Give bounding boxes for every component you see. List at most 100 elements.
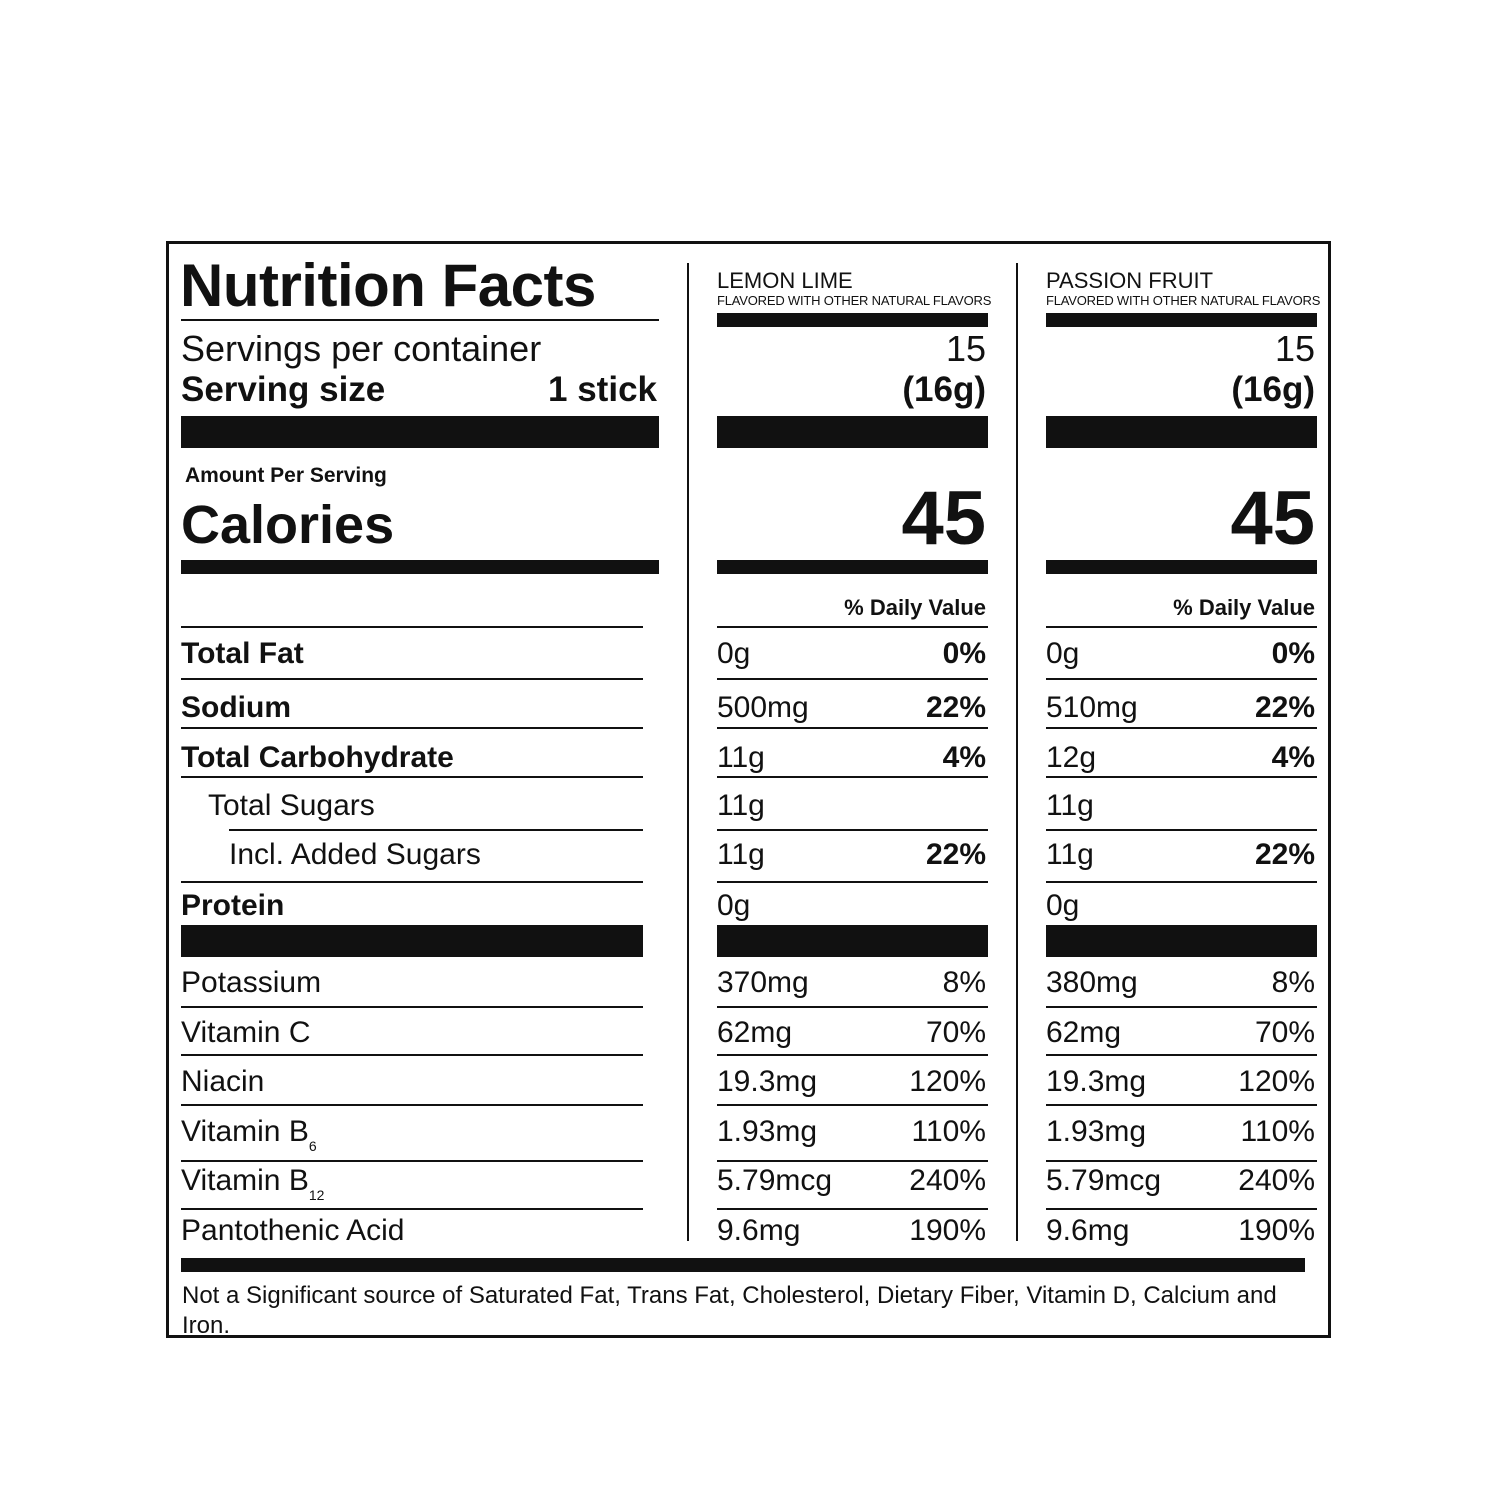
vitamin-amount: 62mg: [1046, 1016, 1122, 1049]
serving-size-label: Serving size: [181, 370, 386, 409]
vitamin-daily-value: 110%: [911, 1115, 986, 1148]
flavor-name: PASSION FRUIT: [1046, 268, 1214, 293]
nutrient-amount: 0g: [717, 637, 751, 670]
nutrient-amount: 12g: [1046, 741, 1097, 774]
row-rule: [181, 678, 643, 680]
vitamin-amount: 62mg: [717, 1016, 793, 1049]
servings-label: Servings per container: [181, 328, 542, 369]
row-rule: [717, 1208, 988, 1210]
daily-value-header: % Daily Value: [844, 595, 986, 620]
flavor-note: FLAVORED WITH OTHER NATURAL FLAVORS: [1046, 293, 1321, 308]
nutrient-label: Total Fat: [181, 637, 304, 670]
nutrient-daily-value: 22%: [925, 691, 986, 724]
vitamin-daily-value: 70%: [1254, 1016, 1315, 1049]
vitamin-daily-value: 190%: [1238, 1214, 1315, 1247]
flavor-note: FLAVORED WITH OTHER NATURAL FLAVORS: [717, 293, 992, 308]
nutrient-daily-value: 22%: [1254, 691, 1315, 724]
servings-value: 15: [1274, 328, 1315, 369]
vitamin-amount: 5.79mcg: [1046, 1164, 1162, 1197]
nutrition-facts-panel: [166, 241, 1331, 1338]
vitamins-thick-bar: [1046, 925, 1317, 957]
vitamin-daily-value: 240%: [909, 1164, 986, 1197]
vitamin-label: Niacin: [181, 1067, 264, 1097]
row-rule: [181, 727, 643, 729]
nutrient-amount: 11g: [717, 838, 765, 871]
vitamin-amount: 370mg: [717, 966, 809, 999]
vitamin-amount: 380mg: [1046, 966, 1138, 999]
row-rule: [1046, 1006, 1317, 1008]
nutrient-daily-value: 0%: [942, 637, 986, 670]
serving-thick-bar: [181, 416, 659, 448]
calories-thick-bar: [1046, 560, 1317, 574]
row-rule: [1046, 881, 1317, 883]
nutrient-daily-value: 22%: [1254, 838, 1315, 871]
vitamin-label: Vitamin C: [181, 1018, 311, 1048]
row-rule: [717, 1006, 988, 1008]
row-rule: [1046, 1160, 1317, 1162]
row-rule: [1046, 678, 1317, 680]
serving-thick-bar: [1046, 416, 1317, 448]
nutrient-amount: 0g: [717, 889, 751, 922]
vitamin-subscript: 6: [308, 1138, 317, 1154]
vitamin-daily-value: 8%: [1271, 966, 1315, 999]
vitamin-label: Pantothenic Acid: [181, 1216, 405, 1246]
calories-label: Calories: [181, 495, 395, 555]
nutrient-daily-value: 4%: [1271, 741, 1315, 774]
row-rule: [717, 1160, 988, 1162]
row-rule: [1046, 727, 1317, 729]
nutrient-daily-value: 4%: [942, 741, 986, 774]
vitamin-amount: 19.3mg: [1046, 1065, 1147, 1098]
vitamin-name: Vitamin C: [181, 1016, 311, 1049]
row-rule: [1046, 1104, 1317, 1106]
vitamin-amount: 1.93mg: [717, 1115, 818, 1148]
nutrient-label: Total Sugars: [208, 789, 375, 822]
nutrient-label: Incl. Added Sugars: [229, 838, 481, 871]
nutrient-daily-value: 22%: [925, 838, 986, 871]
nutrient-amount: 11g: [717, 741, 765, 774]
calories-value: 45: [1230, 476, 1315, 561]
nutrient-label: Sodium: [181, 691, 291, 724]
vitamin-name: Niacin: [181, 1065, 265, 1098]
vitamin-amount: 5.79mcg: [717, 1164, 833, 1197]
vitamin-label: Potassium: [181, 968, 321, 998]
row-rule: [181, 776, 643, 778]
row-rule: [717, 1104, 988, 1106]
footer-thick-bar: [181, 1258, 1305, 1272]
row-rule: [1046, 829, 1317, 831]
title-rule: [181, 319, 659, 321]
calories-thick-bar: [717, 560, 988, 574]
row-rule: [1046, 626, 1317, 628]
flavor-thick-bar: [717, 313, 988, 327]
calories-value: 45: [901, 476, 986, 561]
vitamin-amount: 19.3mg: [717, 1065, 818, 1098]
row-rule: [181, 1208, 643, 1210]
vitamin-name: Vitamin B: [181, 1164, 309, 1197]
flavor-name: LEMON LIME: [717, 268, 853, 293]
nutrient-daily-value: 0%: [1271, 637, 1315, 670]
vitamin-name: Pantothenic Acid: [181, 1214, 405, 1247]
vitamin-name: Potassium: [181, 966, 322, 999]
nutrient-label: Protein: [181, 889, 285, 922]
vitamin-daily-value: 240%: [1238, 1164, 1315, 1197]
flavor-thick-bar: [1046, 313, 1317, 327]
row-rule: [229, 829, 643, 831]
row-rule: [717, 1054, 988, 1056]
vitamins-thick-bar: [181, 925, 643, 957]
nutrient-amount: 0g: [1046, 637, 1080, 670]
vitamin-daily-value: 120%: [909, 1065, 986, 1098]
serving-weight: (16g): [1231, 370, 1315, 409]
serving-size-value: 1 stick: [548, 370, 657, 409]
vitamin-daily-value: 120%: [1238, 1065, 1315, 1098]
nutrient-amount: 0g: [1046, 889, 1080, 922]
nutrient-label: Total Carbohydrate: [181, 741, 454, 774]
nutrient-amount: 510mg: [1046, 691, 1138, 724]
row-rule: [717, 727, 988, 729]
servings-value: 15: [945, 328, 986, 369]
row-rule: [181, 1006, 643, 1008]
row-rule: [717, 829, 988, 831]
vitamin-daily-value: 8%: [942, 966, 986, 999]
column-divider-1: [687, 263, 689, 1241]
vitamin-amount: 1.93mg: [1046, 1115, 1147, 1148]
row-rule: [181, 626, 643, 628]
row-rule: [1046, 776, 1317, 778]
